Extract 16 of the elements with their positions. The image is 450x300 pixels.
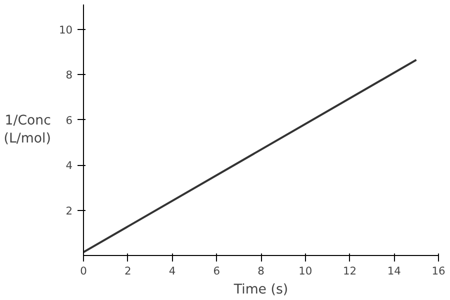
x-tick-label: 10 — [298, 264, 312, 278]
x-tick-label: 6 — [213, 264, 220, 278]
x-axis-title: Time (s) — [232, 282, 288, 298]
y-tick-label: 4 — [66, 159, 73, 172]
y-tick-label: 8 — [66, 68, 73, 82]
y-tick-label: 10 — [58, 23, 73, 36]
x-tick-label: 14 — [387, 264, 402, 278]
y-tick-label: 2 — [66, 204, 72, 218]
y-axis-title: 1/Conc (L/mol) — [4, 114, 51, 146]
x-tick-label: 2 — [124, 264, 132, 278]
x-tick-label: 8 — [258, 264, 265, 278]
y-tick-label: 6 — [66, 114, 73, 127]
x-tick-label: 16 — [432, 264, 446, 278]
x-tick-label: 4 — [168, 264, 176, 278]
x-tick-label: 12 — [342, 264, 357, 278]
x-tick-label: 0 — [80, 264, 88, 278]
